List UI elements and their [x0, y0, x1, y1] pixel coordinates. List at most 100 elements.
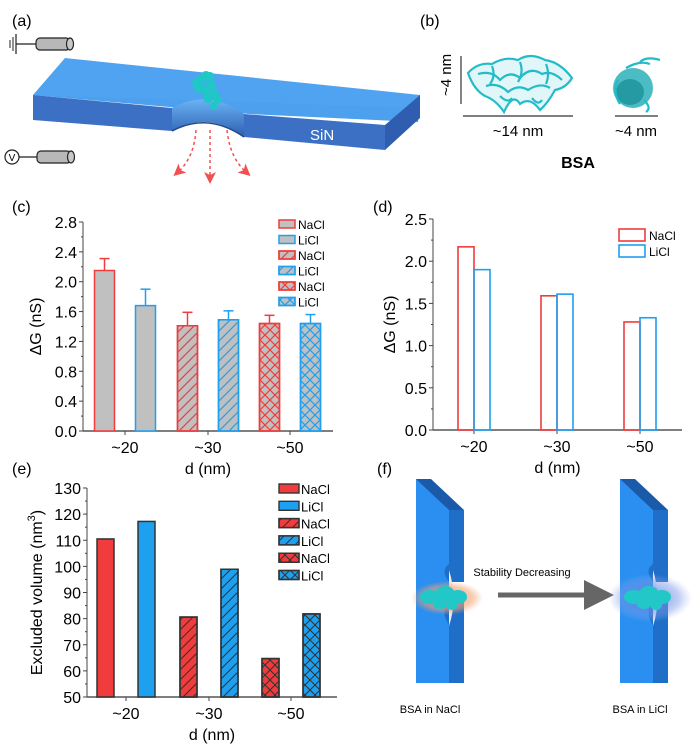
legend-label: NaCl [301, 551, 330, 566]
bar-pattern [220, 568, 239, 698]
bar [623, 321, 641, 431]
y-tick-label: 2.5 [405, 212, 427, 229]
bar-pattern [302, 613, 321, 698]
y-tick-label: 0.4 [55, 394, 77, 411]
y-tick-label: 1.6 [55, 305, 77, 322]
y-tick-label: 2.8 [55, 215, 77, 232]
electrode-cylinder-icon [35, 37, 75, 51]
sin-membrane: SiN [33, 58, 420, 150]
caption-licl: BSA in LiCl [612, 704, 667, 716]
legend-label: NaCl [649, 229, 676, 243]
electrode-cylinder-icon [36, 150, 76, 164]
y-axis-title: ΔG (nS) [382, 296, 399, 354]
x-axis-title: d (nm) [534, 460, 580, 477]
x-tick-label: ~20 [460, 439, 487, 456]
y-tick-label: 0.0 [55, 424, 77, 441]
x-axis-title: d (nm) [185, 461, 231, 478]
y-tick-label: 100 [54, 559, 81, 576]
ground-electrode [9, 34, 75, 54]
panel-label: (d) [373, 199, 393, 216]
voltage-symbol: V [9, 153, 16, 164]
legend-label: LiCl [298, 296, 319, 310]
x-axis-title: d (nm) [189, 727, 235, 744]
width-label-left: ~14 nm [493, 123, 543, 140]
y-axis-title: Excluded volume (nm3) [26, 510, 46, 675]
x-tick-label: ~20 [112, 706, 139, 723]
y-axis-title-text: Excluded volume (nm [29, 521, 46, 675]
panel-a-label: (a) [12, 13, 32, 30]
y-tick-label: 0.5 [405, 381, 427, 398]
legend-swatch [278, 483, 300, 494]
legend-label: LiCl [649, 245, 670, 259]
legend-swatch-pattern [278, 296, 296, 307]
legend-swatch-pattern [278, 552, 300, 563]
panel-e-chart: (e) 50 60 70 80 90 100 110 120 130 ~20 ~30 ~50 d (nm)… [12, 461, 337, 744]
y-tick-label: 2.4 [55, 245, 77, 262]
legend-label: NaCl [298, 249, 325, 263]
bar-pattern [258, 322, 281, 432]
bsa-side-view-icon [466, 54, 574, 115]
legend-label: NaCl [301, 482, 330, 497]
legend-swatch [618, 244, 646, 258]
panel-f: (f) BSA in NaCl Stability Decreasing [377, 461, 692, 716]
legend-swatch [278, 234, 296, 245]
legend-swatch-pattern [278, 265, 296, 276]
y-tick-label: 70 [63, 638, 81, 655]
legend-swatch [618, 228, 646, 242]
ion-flow-arrows [173, 129, 251, 184]
panel-label: (e) [12, 461, 32, 478]
legend-swatch-pattern [278, 535, 300, 546]
legend-swatch-pattern [278, 517, 300, 529]
y-tick-label: 1.5 [405, 296, 427, 313]
legend-label: NaCl [298, 218, 325, 232]
caption-nacl: BSA in NaCl [400, 704, 461, 716]
arrow-text: Stability Decreasing [473, 567, 570, 579]
y-axis-title: ΔG (nS) [28, 298, 45, 356]
x-tick-label: ~20 [111, 440, 138, 457]
x-tick-label: ~50 [276, 440, 303, 457]
legend-swatch-pattern [278, 569, 300, 581]
x-tick-label: ~30 [194, 440, 221, 457]
legend-swatch [278, 219, 296, 229]
bsa-end-view-icon [613, 57, 661, 113]
y-tick-label: 1.0 [405, 339, 427, 356]
voltage-source-icon: V [4, 149, 37, 165]
panel-label: (c) [12, 199, 31, 216]
membrane-left [416, 479, 464, 683]
legend-swatch [278, 500, 300, 511]
bar [473, 268, 491, 431]
legend-swatch-pattern [278, 281, 296, 291]
y-tick-label: 130 [54, 481, 81, 498]
legend-label: LiCl [301, 534, 324, 549]
ground-symbol-icon [9, 34, 36, 54]
x-tick-label: ~50 [626, 439, 653, 456]
panel-d-chart: (d) 0.0 0.5 1.0 1.5 2.0 2.5 ~20 ~30 ~50 d (nm) ΔG (… [373, 199, 682, 477]
legend-label: LiCl [301, 499, 324, 514]
y-tick-label: 2.0 [55, 275, 77, 292]
x-tick-label: ~50 [277, 706, 304, 723]
bar-pattern [217, 319, 240, 432]
protein-bsa-icon [420, 586, 467, 610]
bar-pattern [261, 657, 280, 698]
panel-b: (b) ~4 nm ~14 nm ~4 nm BSA [420, 13, 661, 172]
legend-label: NaCl [298, 280, 325, 294]
legend-label: LiCl [298, 265, 319, 279]
y-tick-label: 60 [63, 664, 81, 681]
y-tick-label: 90 [63, 586, 81, 603]
y-tick-label: 2.0 [405, 254, 427, 271]
voltage-electrode: V [4, 149, 76, 165]
panel-c-chart: (c) 0.0 0.4 0.8 1.2 1.6 2.0 2.4 2.8 ~20 ~30 ~50 d (n… [12, 199, 333, 478]
y-tick-label: 1.2 [55, 334, 77, 351]
x-tick-label: ~30 [195, 706, 222, 723]
y-tick-label: 50 [63, 690, 81, 707]
protein-bsa-icon [624, 586, 671, 610]
y-tick-label: 120 [54, 507, 81, 524]
protein-title: BSA [561, 155, 595, 172]
height-label: ~4 nm [438, 54, 455, 96]
protein-bsa-icon [192, 71, 222, 110]
bar-pattern [299, 322, 322, 432]
bar [137, 520, 156, 698]
bar [93, 269, 116, 432]
y-tick-label: 0.8 [55, 364, 77, 381]
bar [457, 246, 475, 431]
